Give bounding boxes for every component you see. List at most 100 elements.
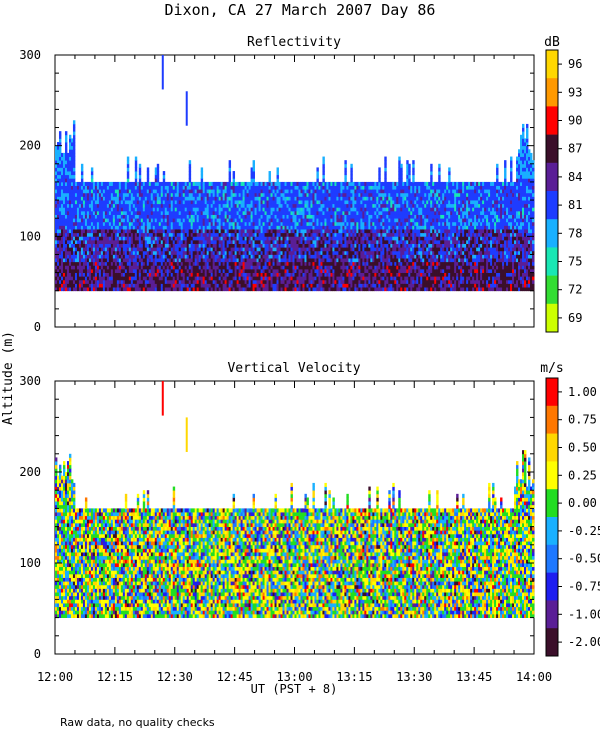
heatmap-cell (90, 210, 94, 215)
heatmap-cell (202, 287, 206, 292)
heatmap-cell (132, 254, 136, 259)
heatmap-cell (276, 178, 279, 183)
heatmap-cell (126, 189, 130, 194)
heatmap-cell (162, 196, 166, 201)
heatmap-cell (168, 232, 172, 237)
heatmap-cell (354, 243, 357, 248)
heatmap-cell (324, 225, 327, 230)
heatmap-cell (104, 276, 108, 281)
heatmap-cell (60, 178, 64, 183)
heatmap-cell (84, 265, 88, 270)
heatmap-cell (186, 203, 190, 208)
heatmap-cell (128, 258, 132, 263)
heatmap-cell (328, 287, 331, 292)
heatmap-cell (190, 250, 194, 255)
heatmap-cell (270, 283, 273, 288)
heatmap-cell (62, 229, 66, 234)
heatmap-cell (58, 279, 62, 284)
heatmap-cell (316, 221, 319, 226)
heatmap-cell (78, 261, 82, 266)
heatmap-cell (64, 283, 68, 288)
heatmap-cell (232, 243, 236, 248)
heatmap-cell (278, 181, 281, 186)
heatmap-cell (156, 225, 160, 230)
heatmap-cell (126, 200, 130, 205)
heatmap-cell (142, 243, 146, 248)
heatmap-cell (126, 214, 130, 219)
heatmap-cell (70, 210, 74, 215)
heatmap-cell (126, 156, 130, 161)
heatmap-cell (76, 200, 80, 205)
heatmap-cell (264, 218, 267, 223)
heatmap-cell (68, 258, 72, 263)
heatmap-cell (350, 232, 353, 237)
heatmap-cell (134, 203, 138, 208)
heatmap-cell (218, 229, 222, 234)
heatmap-cell (212, 283, 216, 288)
heatmap-cell (102, 265, 106, 270)
heatmap-cell (346, 192, 349, 197)
heatmap-cell (238, 265, 242, 270)
heatmap-cell (310, 243, 313, 248)
heatmap-cell (140, 203, 144, 208)
heatmap-cell (186, 210, 190, 215)
heatmap-cell (244, 283, 247, 288)
heatmap-cell (204, 276, 208, 281)
heatmap-cell (186, 247, 190, 252)
heatmap-cell (336, 221, 339, 226)
heatmap-cell (348, 258, 351, 263)
heatmap-cell (57, 174, 60, 179)
heatmap-cell (226, 250, 230, 255)
heatmap-cell (98, 258, 102, 263)
heatmap-cell (102, 210, 106, 215)
heatmap-cell (220, 236, 224, 241)
heatmap-cell (262, 185, 265, 190)
heatmap-cell (68, 134, 72, 139)
heatmap-cell (186, 250, 190, 255)
heatmap-cell (320, 221, 323, 226)
heatmap-cell (286, 276, 289, 281)
heatmap-cell (296, 210, 299, 215)
heatmap-cell (136, 200, 140, 205)
heatmap-cell (334, 268, 337, 273)
heatmap-cell (244, 214, 247, 219)
heatmap-cell (232, 203, 236, 208)
heatmap-cell (296, 207, 299, 212)
heatmap-cell (82, 225, 86, 230)
heatmap-cell (176, 243, 180, 248)
heatmap-cell (222, 265, 226, 270)
heatmap-cell (326, 225, 329, 230)
heatmap-cell (242, 268, 246, 273)
heatmap-cell (302, 283, 305, 288)
heatmap-cell (212, 229, 216, 234)
heatmap-cell (316, 200, 319, 205)
heatmap-cell (270, 210, 273, 215)
heatmap-cell (84, 268, 88, 273)
heatmap-cell (202, 258, 206, 263)
heatmap-cell (226, 207, 230, 212)
heatmap-cell (296, 287, 299, 292)
heatmap-cell (152, 200, 156, 205)
heatmap-cell (306, 250, 309, 255)
heatmap-cell (112, 287, 116, 292)
heatmap-cell (70, 149, 74, 154)
heatmap-cell (186, 272, 190, 277)
heatmap-cell (57, 236, 60, 241)
heatmap-cell (296, 283, 299, 288)
heatmap-cell (256, 239, 259, 244)
heatmap-cell (240, 265, 244, 270)
heatmap-cell (152, 265, 156, 270)
heatmap-cell (278, 214, 281, 219)
heatmap-cell (314, 254, 317, 259)
heatmap-cell (108, 225, 112, 230)
heatmap-cell (320, 232, 323, 237)
heatmap-cell (262, 250, 265, 255)
heatmap-cell (232, 210, 236, 215)
heatmap-cell (142, 232, 146, 237)
heatmap-cell (108, 283, 112, 288)
heatmap-cell (58, 181, 62, 186)
heatmap-cell (328, 254, 331, 259)
heatmap-cell (150, 272, 154, 277)
heatmap-cell (168, 200, 172, 205)
heatmap-cell (276, 185, 279, 190)
